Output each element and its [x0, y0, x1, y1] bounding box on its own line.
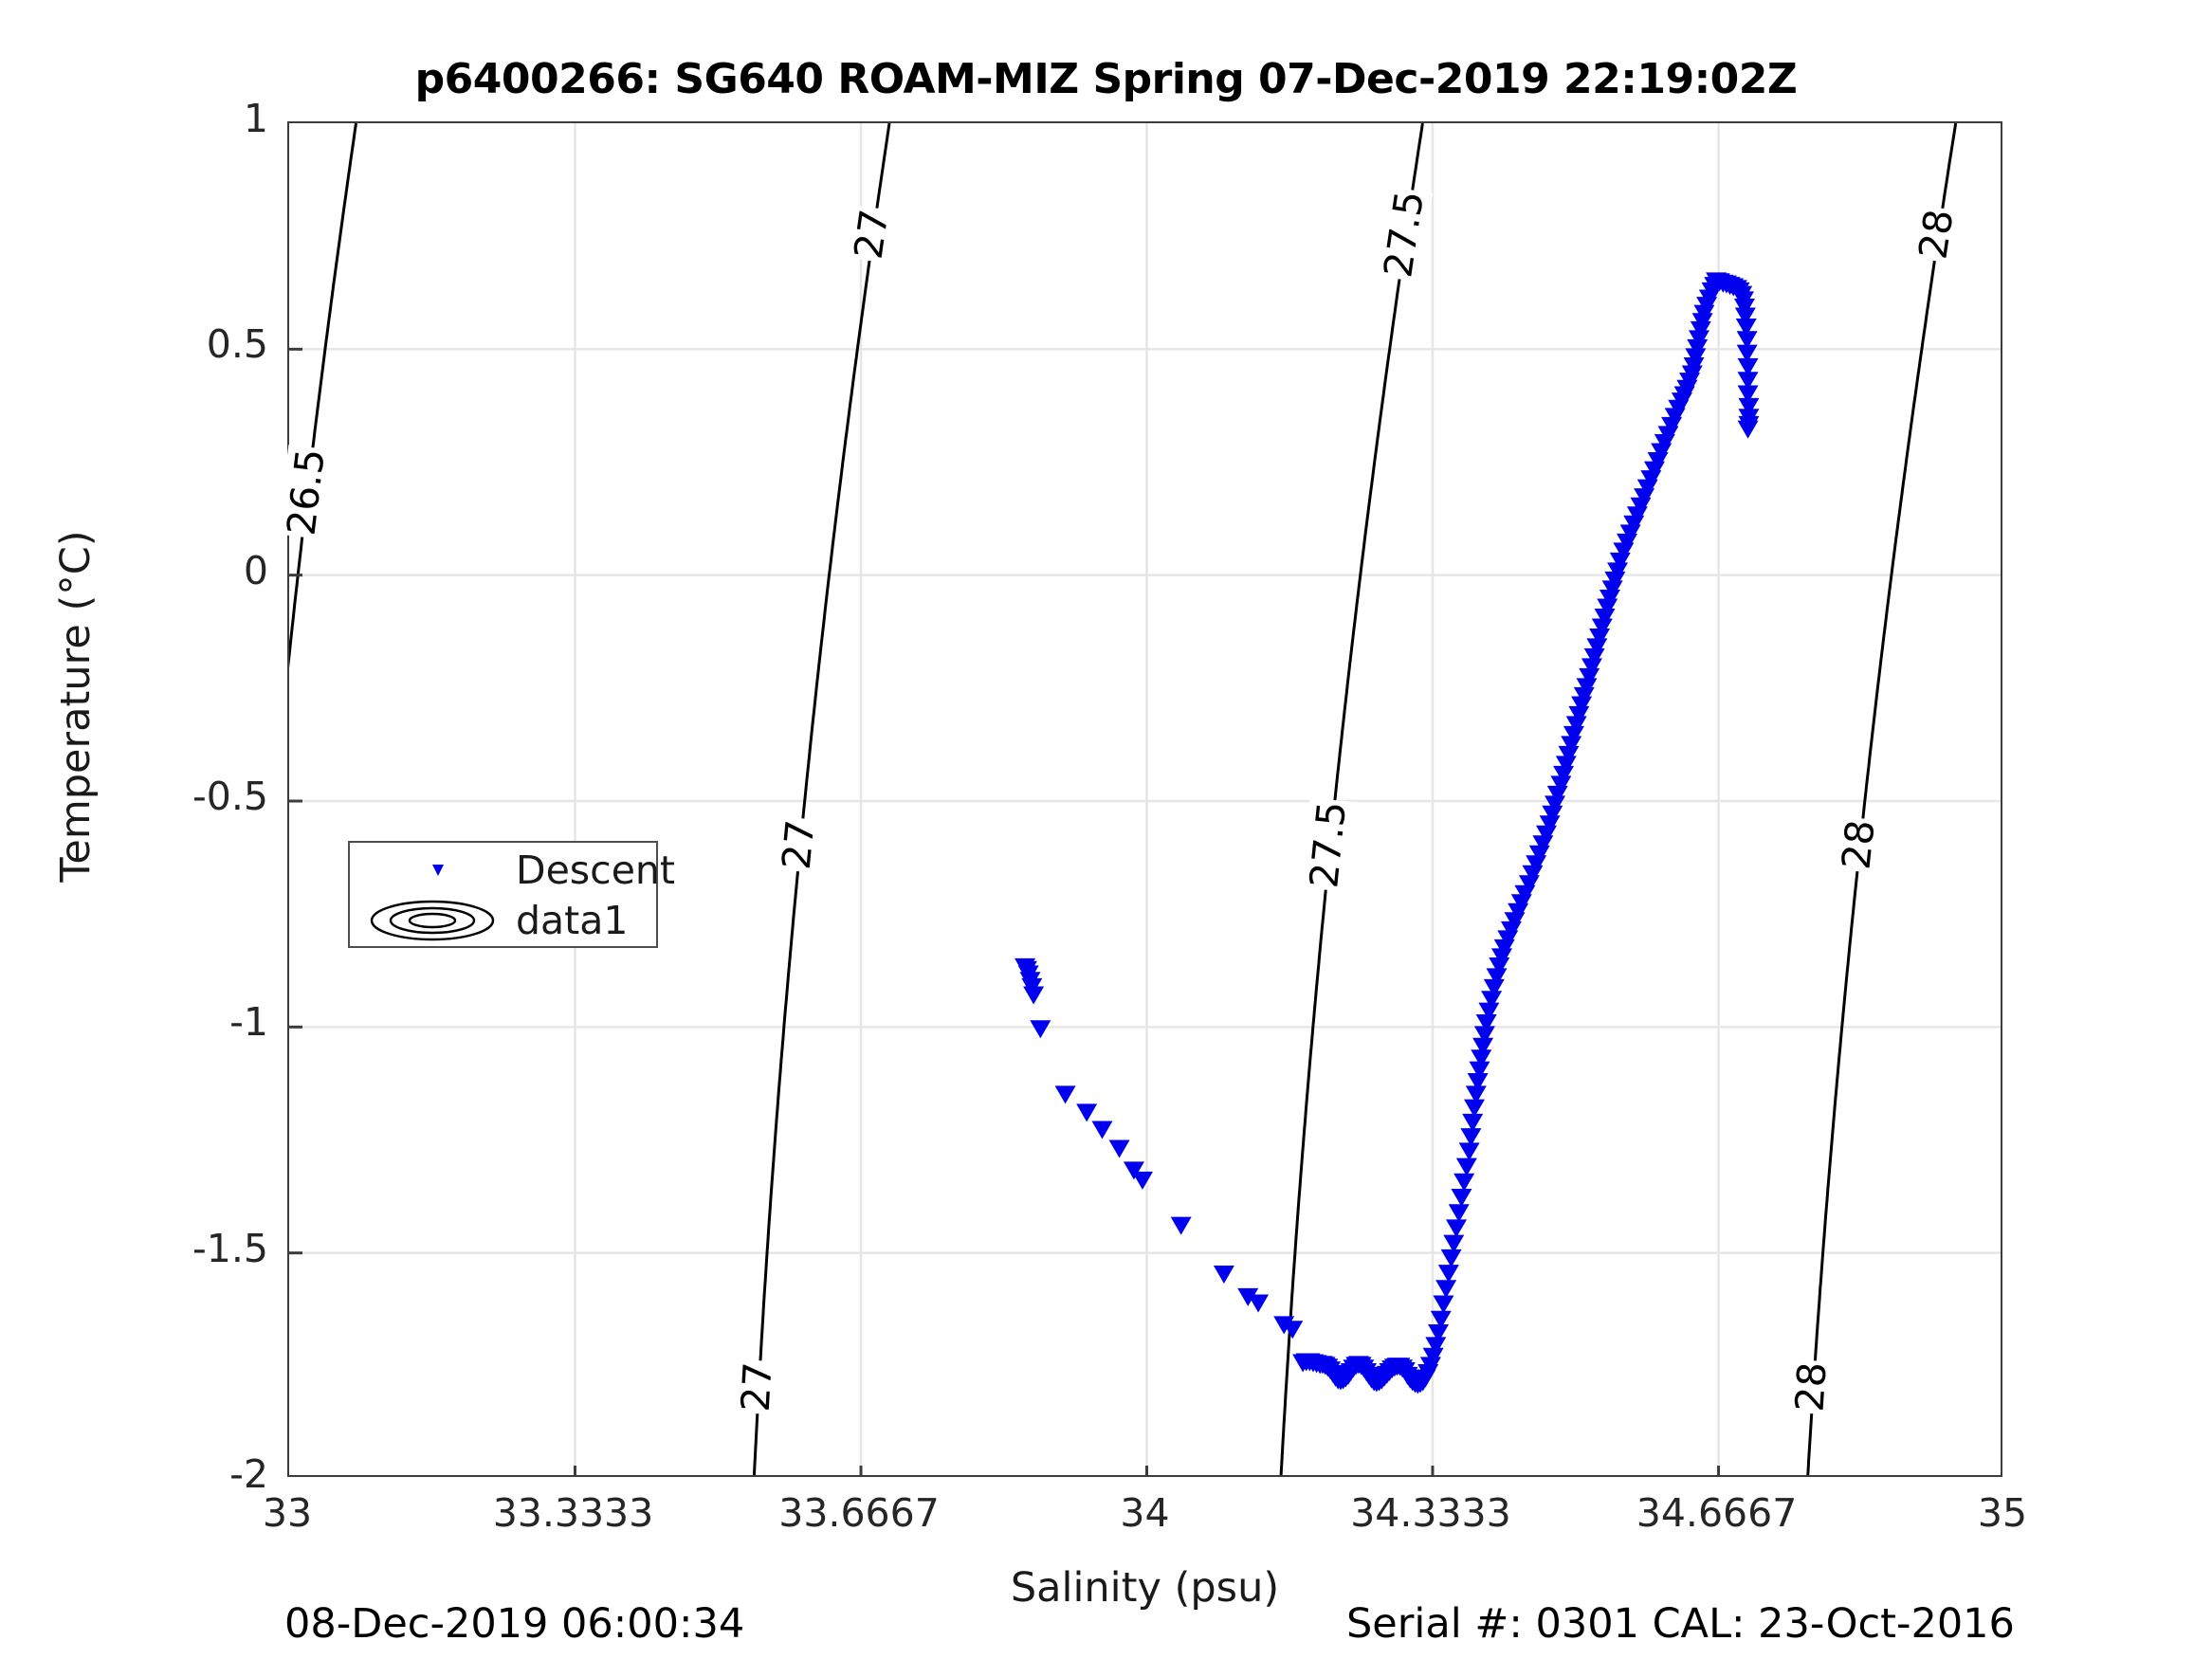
plot-svg	[289, 123, 2001, 1475]
x-tick-label: 33	[262, 1490, 313, 1536]
contour-label: 27.5	[1301, 796, 1356, 892]
contour-label: 27	[773, 815, 824, 873]
y-tick-label: 0	[243, 547, 268, 593]
chart-legend[interactable]: Descent data1	[348, 841, 675, 948]
x-axis-title: Salinity (psu)	[1010, 1564, 1280, 1612]
plot-area	[287, 121, 2002, 1477]
down-triangle-marker-icon	[350, 844, 516, 897]
y-tick-label: -2	[229, 1451, 268, 1497]
x-tick-label: 35	[1977, 1490, 2028, 1536]
y-tick-label: -0.5	[192, 774, 268, 819]
contour-label: 28	[1786, 1358, 1837, 1415]
legend-label-data1: data1	[516, 898, 629, 943]
contour-label: 27	[845, 204, 898, 264]
descent-markers	[1015, 272, 1760, 1395]
legend-item-data1[interactable]: data1	[350, 894, 660, 947]
chart-title: p6400266: SG640 ROAM-MIZ Spring 07-Dec-2…	[414, 55, 1798, 103]
x-tick-label: 33.3333	[492, 1490, 654, 1536]
contour-label: 28	[1910, 204, 1964, 264]
x-tick-label: 34.6667	[1636, 1490, 1798, 1536]
footer-timestamp: 08-Dec-2019 06:00:34	[284, 1600, 745, 1648]
x-tick-label: 33.6667	[778, 1490, 940, 1536]
y-tick-label: -1	[229, 999, 268, 1046]
y-tick-label: 0.5	[206, 321, 268, 368]
grid-lines	[289, 123, 2001, 1475]
y-axis-title: Temperature (°C)	[52, 530, 100, 883]
contour-ellipses-icon	[350, 894, 516, 947]
legend-label-descent: Descent	[516, 848, 675, 893]
contour-label: 28	[1832, 815, 1884, 874]
contour-label: 27	[732, 1358, 781, 1415]
footer-serial-cal: Serial #: 0301 CAL: 23-Oct-2016	[1346, 1600, 2015, 1648]
y-tick-label: -1.5	[192, 1225, 268, 1271]
x-tick-label: 34.3333	[1350, 1490, 1511, 1536]
y-tick-label: 1	[243, 96, 268, 141]
x-tick-label: 34	[1120, 1490, 1170, 1536]
legend-item-descent[interactable]: Descent	[350, 844, 675, 897]
